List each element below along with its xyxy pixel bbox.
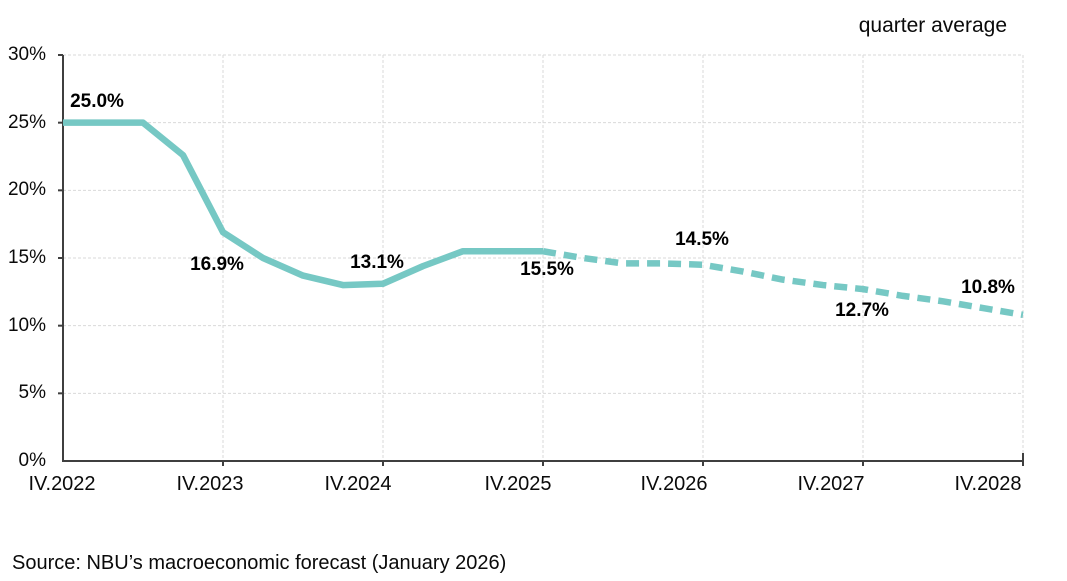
x-tick-2028: IV.2028	[954, 473, 1022, 495]
y-tick-10: 10%	[7, 315, 46, 336]
x-tick-2026: IV.2026	[640, 473, 708, 495]
y-tick-0: 0%	[18, 450, 46, 471]
point-label-2027: 12.7%	[835, 300, 889, 321]
point-label-2026: 14.5%	[675, 229, 729, 250]
y-tick-25: 25%	[7, 112, 46, 133]
x-tick-2024: IV.2024	[324, 473, 392, 495]
y-tick-30: 30%	[7, 44, 46, 65]
y-tick-20: 20%	[7, 179, 46, 200]
x-tick-2023: IV.2023	[176, 473, 244, 495]
point-label-2023: 16.9%	[190, 254, 244, 275]
y-tick-5: 5%	[18, 382, 46, 403]
rate-line-actual	[63, 119, 543, 289]
point-label-2024: 13.1%	[350, 252, 404, 273]
x-tick-2025: IV.2025	[484, 473, 552, 495]
x-tick-2022: IV.2022	[28, 473, 96, 495]
x-tick-2027: IV.2027	[797, 473, 865, 495]
y-tick-15: 15%	[7, 247, 46, 268]
chart-title: quarter average	[858, 14, 1007, 37]
point-label-2028: 10.8%	[961, 277, 1015, 298]
rate-line-forecast	[542, 248, 1024, 319]
point-label-2025: 15.5%	[520, 259, 574, 280]
point-label-2022: 25.0%	[70, 91, 124, 112]
source-note: Source: NBU’s macroeconomic forecast (Ja…	[12, 552, 507, 574]
